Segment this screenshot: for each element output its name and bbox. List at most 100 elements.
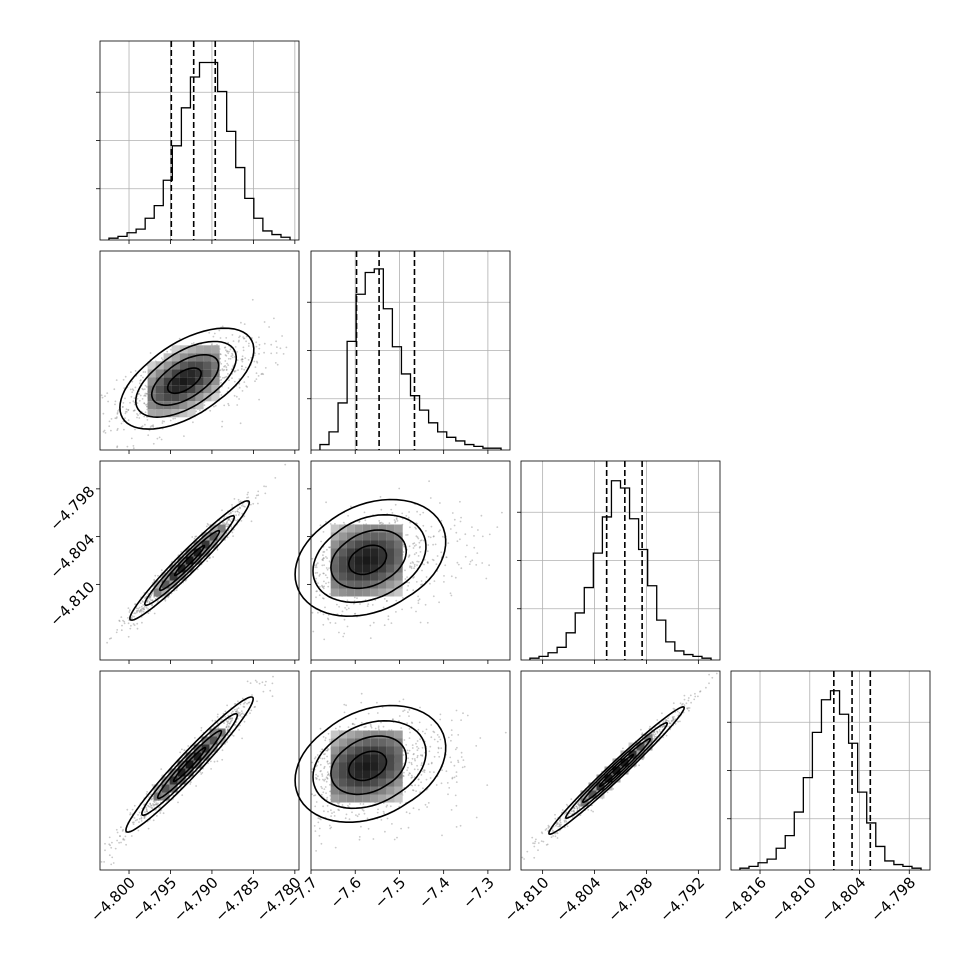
scatter-point — [243, 706, 246, 708]
scatter-point — [321, 558, 324, 561]
scatter-point — [408, 812, 411, 815]
density-cell — [330, 524, 339, 533]
scatter-point — [441, 535, 444, 538]
scatter-point — [428, 480, 430, 483]
density-cell — [195, 345, 204, 354]
scatter-point — [254, 380, 256, 383]
scatter-point — [385, 600, 388, 602]
scatter-point — [241, 390, 244, 392]
scatter-point — [138, 811, 141, 814]
density-cell — [394, 540, 403, 549]
scatter-point — [322, 559, 324, 562]
scatter-point — [127, 635, 130, 638]
scatter-point — [181, 748, 183, 751]
density-cell — [386, 786, 395, 795]
scatter-point — [235, 514, 238, 517]
scatter-point — [262, 373, 265, 376]
scatter-point — [226, 525, 228, 528]
scatter-point — [227, 523, 230, 526]
scatter-point — [236, 351, 238, 353]
scatter-point — [408, 761, 411, 764]
scatter-point — [338, 605, 340, 608]
histogram-step — [529, 480, 712, 660]
scatter-point — [227, 387, 230, 389]
density-cell — [354, 564, 363, 573]
scatter-point — [206, 560, 209, 563]
scatter-point — [428, 750, 431, 753]
scatter-point — [334, 727, 337, 730]
scatter-point — [158, 436, 161, 439]
scatter-point — [316, 571, 319, 574]
scatter-point — [223, 516, 226, 518]
scatter-point — [322, 586, 324, 589]
scatter-point — [271, 695, 274, 698]
contour-level-3 — [312, 513, 427, 604]
scatter-point — [227, 352, 230, 355]
scatter-point — [432, 595, 435, 598]
scatter-point — [239, 422, 242, 425]
scatter-point — [264, 492, 267, 495]
scatter-point — [410, 774, 413, 777]
scatter-point — [244, 357, 247, 359]
scatter-point — [243, 515, 246, 518]
scatter-point — [155, 802, 158, 804]
scatter-point — [131, 391, 134, 394]
scatter-point — [275, 340, 277, 343]
scatter-point — [189, 783, 192, 785]
density-cell — [211, 385, 220, 394]
scatter-point — [383, 812, 385, 815]
scatter-point — [246, 496, 248, 499]
scatter-point — [408, 728, 411, 730]
scatter-point — [134, 428, 136, 431]
scatter-point — [323, 585, 325, 588]
density-cell — [362, 564, 371, 573]
scatter-point — [417, 728, 420, 731]
density-cell — [362, 580, 371, 589]
scatter-point — [407, 556, 410, 558]
scatter-point — [402, 754, 405, 756]
scatter-point — [226, 362, 229, 365]
panel-frame — [99, 250, 300, 451]
scatter-point — [217, 726, 220, 729]
scatter-point — [129, 609, 131, 612]
scatter-point — [240, 321, 242, 324]
scatter-point — [224, 710, 227, 713]
density-cell — [346, 524, 355, 533]
scatter-point — [232, 535, 235, 537]
scatter-point — [241, 504, 243, 507]
scatter-point — [449, 592, 452, 595]
density-cell — [362, 548, 371, 557]
scatter-point — [120, 629, 123, 632]
density-cell — [370, 532, 379, 541]
scatter-point — [131, 808, 134, 811]
scatter-point — [315, 566, 318, 569]
scatter-point — [257, 502, 259, 505]
scatter-point — [496, 526, 499, 528]
scatter-point — [391, 823, 393, 825]
scatter-point — [129, 627, 132, 630]
scatter-point — [127, 607, 130, 609]
scatter-point — [233, 394, 236, 397]
scatter-point — [409, 731, 411, 734]
scatter-point — [211, 343, 213, 345]
scatter-point — [450, 575, 453, 578]
scatter-point — [323, 580, 325, 583]
density-cell — [163, 353, 172, 362]
scatter-point — [481, 535, 484, 538]
density-cell — [338, 794, 347, 803]
scatter-point — [238, 339, 240, 342]
scatter-point — [206, 522, 209, 525]
scatter-point — [328, 738, 331, 741]
scatter-point — [226, 704, 229, 707]
scatter-point — [236, 510, 239, 513]
scatter-point — [214, 404, 217, 407]
scatter-point — [464, 533, 467, 536]
scatter-point — [251, 694, 253, 696]
scatter-point — [322, 557, 325, 559]
scatter-point — [231, 719, 233, 721]
scatter-point — [220, 394, 223, 396]
scatter-point — [326, 755, 328, 758]
scatter-point — [110, 846, 113, 849]
scatter-point — [475, 816, 478, 819]
scatter-point — [460, 516, 462, 519]
